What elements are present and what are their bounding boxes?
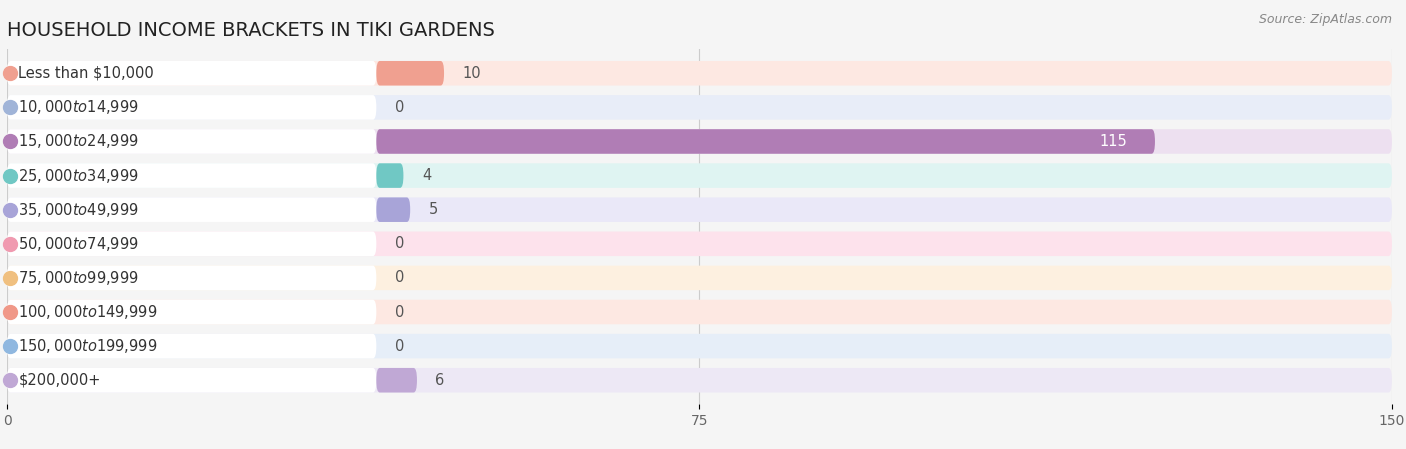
FancyBboxPatch shape xyxy=(7,129,1392,154)
FancyBboxPatch shape xyxy=(7,266,377,290)
FancyBboxPatch shape xyxy=(377,61,444,86)
Text: $75,000 to $99,999: $75,000 to $99,999 xyxy=(18,269,139,287)
Text: 0: 0 xyxy=(395,304,404,320)
Text: 115: 115 xyxy=(1099,134,1128,149)
Text: $50,000 to $74,999: $50,000 to $74,999 xyxy=(18,235,139,253)
Text: 6: 6 xyxy=(436,373,444,388)
Text: 0: 0 xyxy=(395,270,404,286)
Text: 0: 0 xyxy=(395,100,404,115)
FancyBboxPatch shape xyxy=(7,300,377,324)
FancyBboxPatch shape xyxy=(7,95,377,119)
Text: $100,000 to $149,999: $100,000 to $149,999 xyxy=(18,303,157,321)
FancyBboxPatch shape xyxy=(7,334,377,358)
FancyBboxPatch shape xyxy=(7,95,1392,119)
Text: $35,000 to $49,999: $35,000 to $49,999 xyxy=(18,201,139,219)
Text: 5: 5 xyxy=(429,202,437,217)
FancyBboxPatch shape xyxy=(7,163,1392,188)
FancyBboxPatch shape xyxy=(7,368,377,392)
FancyBboxPatch shape xyxy=(7,163,377,188)
FancyBboxPatch shape xyxy=(7,266,1392,290)
FancyBboxPatch shape xyxy=(7,129,377,154)
Text: 10: 10 xyxy=(463,66,481,81)
Text: $10,000 to $14,999: $10,000 to $14,999 xyxy=(18,98,139,116)
Text: $15,000 to $24,999: $15,000 to $24,999 xyxy=(18,132,139,150)
FancyBboxPatch shape xyxy=(377,129,1154,154)
FancyBboxPatch shape xyxy=(7,198,1392,222)
FancyBboxPatch shape xyxy=(7,300,1392,324)
Text: Less than $10,000: Less than $10,000 xyxy=(18,66,155,81)
FancyBboxPatch shape xyxy=(7,61,1392,86)
FancyBboxPatch shape xyxy=(377,163,404,188)
Text: 0: 0 xyxy=(395,339,404,354)
Text: 0: 0 xyxy=(395,236,404,251)
FancyBboxPatch shape xyxy=(7,368,1392,392)
Text: 4: 4 xyxy=(422,168,432,183)
FancyBboxPatch shape xyxy=(7,334,1392,358)
Text: $200,000+: $200,000+ xyxy=(18,373,101,388)
Text: Source: ZipAtlas.com: Source: ZipAtlas.com xyxy=(1258,13,1392,26)
FancyBboxPatch shape xyxy=(377,198,411,222)
Text: HOUSEHOLD INCOME BRACKETS IN TIKI GARDENS: HOUSEHOLD INCOME BRACKETS IN TIKI GARDEN… xyxy=(7,21,495,40)
FancyBboxPatch shape xyxy=(377,368,418,392)
FancyBboxPatch shape xyxy=(7,198,377,222)
FancyBboxPatch shape xyxy=(7,61,377,86)
Text: $25,000 to $34,999: $25,000 to $34,999 xyxy=(18,167,139,185)
Text: $150,000 to $199,999: $150,000 to $199,999 xyxy=(18,337,157,355)
FancyBboxPatch shape xyxy=(7,232,1392,256)
FancyBboxPatch shape xyxy=(7,232,377,256)
